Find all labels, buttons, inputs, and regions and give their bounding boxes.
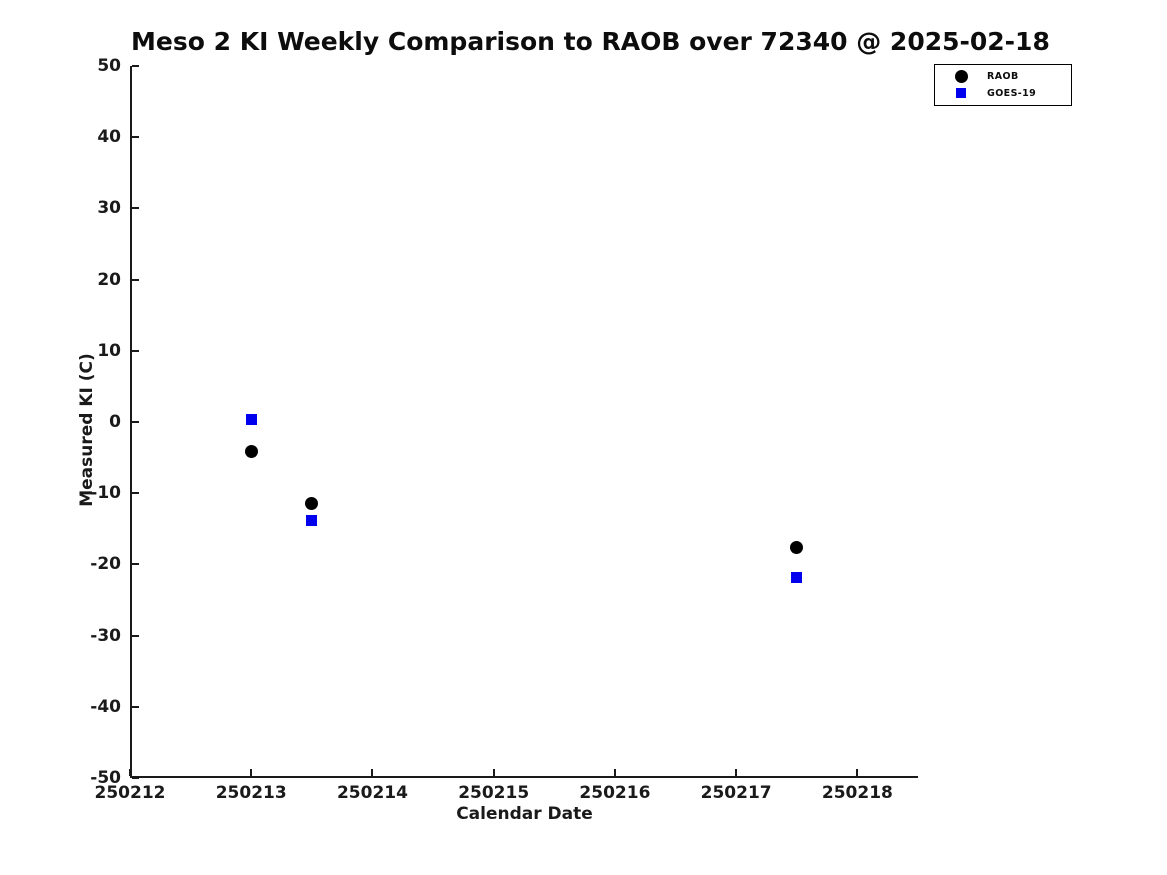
y-axis-tick — [132, 349, 139, 352]
plot-area — [130, 66, 918, 778]
data-point-goes-19 — [306, 514, 318, 526]
x-axis-tick — [492, 769, 495, 776]
y-tick-label: 30 — [97, 198, 121, 219]
x-axis-tick — [371, 769, 374, 776]
data-point-raob — [305, 496, 319, 510]
y-tick-label: 40 — [97, 127, 121, 148]
x-tick-label: 250214 — [336, 783, 408, 803]
y-axis-tick — [132, 634, 139, 637]
x-axis-label: Calendar Date — [456, 804, 593, 824]
data-point-goes-19 — [245, 413, 257, 425]
y-axis-tick — [132, 207, 139, 210]
data-point-goes-19 — [791, 571, 803, 583]
y-axis-tick — [132, 777, 139, 779]
y-axis-tick — [132, 705, 139, 708]
x-axis-tick — [613, 769, 616, 776]
y-axis-tick — [132, 492, 139, 495]
x-axis-tick — [856, 769, 859, 776]
x-axis-tick — [250, 769, 253, 776]
y-tick-label: -20 — [90, 554, 121, 575]
y-tick-label: -40 — [90, 696, 121, 717]
legend-label-goes-19: GOES-19 — [987, 87, 1037, 99]
chart-title: Meso 2 KI Weekly Comparison to RAOB over… — [131, 27, 1050, 56]
legend-swatch-raob — [954, 69, 968, 83]
legend-swatch-goes-19 — [956, 88, 966, 98]
y-tick-label: -50 — [90, 768, 121, 788]
y-tick-label: 20 — [97, 269, 121, 290]
y-axis-tick — [132, 421, 139, 423]
y-axis-tick — [132, 65, 139, 67]
legend: RAOB GOES-19 — [934, 64, 1072, 106]
y-tick-label: 50 — [97, 56, 121, 76]
x-tick-label: 250217 — [700, 783, 772, 803]
x-axis-tick — [129, 769, 131, 776]
legend-item-raob: RAOB — [935, 69, 1071, 83]
circle-marker-icon — [935, 69, 987, 83]
y-axis-tick — [132, 563, 139, 566]
x-tick-label: 250213 — [215, 783, 287, 803]
y-tick-label: 10 — [97, 340, 121, 361]
x-tick-label: 250212 — [94, 783, 166, 803]
y-axis-tick — [132, 278, 139, 281]
y-tick-label: 0 — [109, 412, 121, 432]
data-point-raob — [790, 540, 804, 554]
legend-item-goes-19: GOES-19 — [935, 86, 1071, 100]
x-tick-label: 250218 — [821, 783, 893, 803]
x-axis-tick — [735, 769, 738, 776]
x-tick-label: 250215 — [458, 783, 530, 803]
y-tick-label: -30 — [90, 625, 121, 646]
data-point-raob — [244, 445, 258, 459]
square-marker-icon — [935, 88, 987, 98]
legend-label-raob: RAOB — [987, 70, 1019, 82]
x-tick-label: 250216 — [579, 783, 651, 803]
y-axis-tick — [132, 136, 139, 139]
y-tick-label: -10 — [90, 483, 121, 504]
